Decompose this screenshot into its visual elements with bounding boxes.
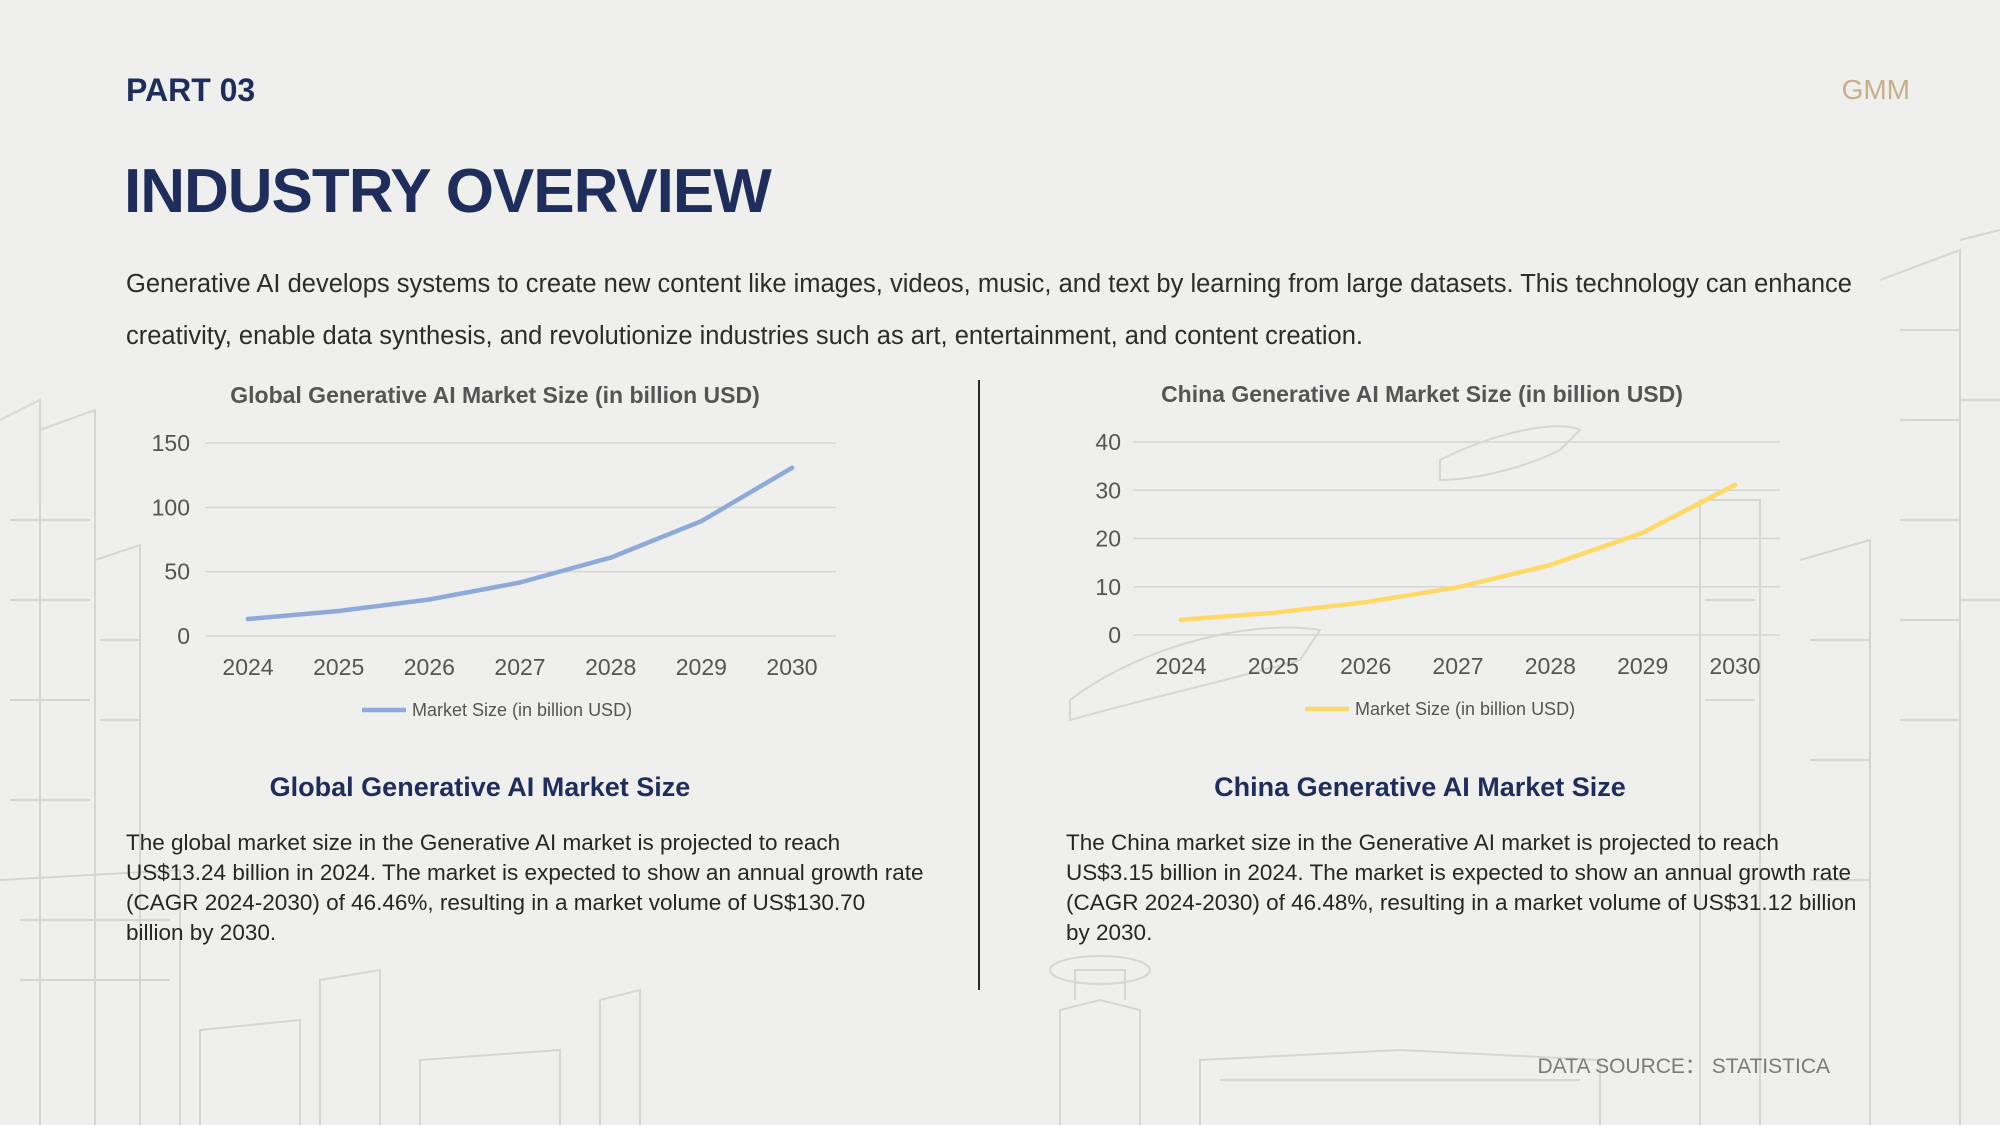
global-x-tick-label: 2030 (766, 654, 817, 680)
china-data-point (1271, 610, 1276, 616)
china-x-tick-label: 2029 (1617, 653, 1668, 679)
china-x-tick-label: 2028 (1525, 653, 1576, 679)
part-label: PART 03 (126, 72, 256, 108)
global-data-point (427, 597, 432, 602)
global-legend-label: Market Size (in billion USD) (412, 700, 632, 720)
china-y-tick-label: 10 (1095, 574, 1121, 600)
china-data-point (1732, 482, 1738, 488)
data-source: DATA SOURCE： STATISTICA (1537, 1055, 1830, 1078)
global-x-tick-label: 2024 (222, 654, 273, 680)
china-x-tick-label: 2026 (1340, 653, 1391, 679)
global-y-tick-label: 150 (152, 430, 190, 456)
china-data-point (1640, 530, 1645, 535)
china-y-tick-label: 40 (1095, 429, 1121, 455)
column-divider (978, 380, 980, 990)
global-x-tick-label: 2026 (404, 654, 455, 680)
global-chart-title: Global Generative AI Market Size (in bil… (230, 382, 760, 408)
global-description: The global market size in the Generative… (126, 830, 924, 945)
china-series-line (1178, 482, 1738, 623)
china-chart-title: China Generative AI Market Size (in bill… (1161, 381, 1683, 407)
china-y-tick-label: 0 (1108, 622, 1121, 648)
china-data-point (1363, 599, 1368, 605)
global-x-tick-label: 2027 (494, 654, 545, 680)
global-data-point (517, 580, 523, 585)
global-data-point (789, 465, 795, 471)
china-description: The China market size in the Generative … (1066, 830, 1857, 945)
intro-paragraph: Generative AI develops systems to create… (126, 270, 1852, 350)
china-x-tick-label: 2027 (1432, 653, 1483, 679)
global-x-tick-label: 2028 (585, 654, 636, 680)
china-data-point (1178, 617, 1184, 623)
china-legend-label: Market Size (in billion USD) (1355, 699, 1575, 719)
global-data-point (699, 519, 704, 524)
china-y-tick-label: 20 (1095, 526, 1121, 552)
global-section-title: Global Generative AI Market Size (269, 772, 691, 802)
global-y-tick-label: 100 (152, 494, 190, 520)
china-y-tick-label: 30 (1095, 477, 1121, 503)
global-x-tick-label: 2029 (676, 654, 727, 680)
china-x-tick-label: 2024 (1155, 653, 1206, 679)
global-y-tick-label: 50 (164, 559, 190, 585)
page-title: INDUSTRY OVERVIEW (124, 157, 772, 226)
global-y-tick-label: 0 (177, 623, 190, 649)
brand-logo-text: GMM (1841, 74, 1910, 105)
china-x-tick-label: 2030 (1709, 653, 1760, 679)
china-data-point (1548, 562, 1553, 568)
global-series-line (245, 465, 795, 622)
global-data-point (245, 616, 251, 622)
china-section-title: China Generative AI Market Size (1214, 772, 1626, 802)
china-data-point (1455, 585, 1461, 590)
china-x-tick-label: 2025 (1248, 653, 1299, 679)
global-data-point (608, 555, 613, 560)
global-data-point (336, 608, 341, 614)
charts-canvas: Global Generative AI Market Size (in bil… (152, 381, 1780, 720)
global-x-tick-label: 2025 (313, 654, 364, 680)
